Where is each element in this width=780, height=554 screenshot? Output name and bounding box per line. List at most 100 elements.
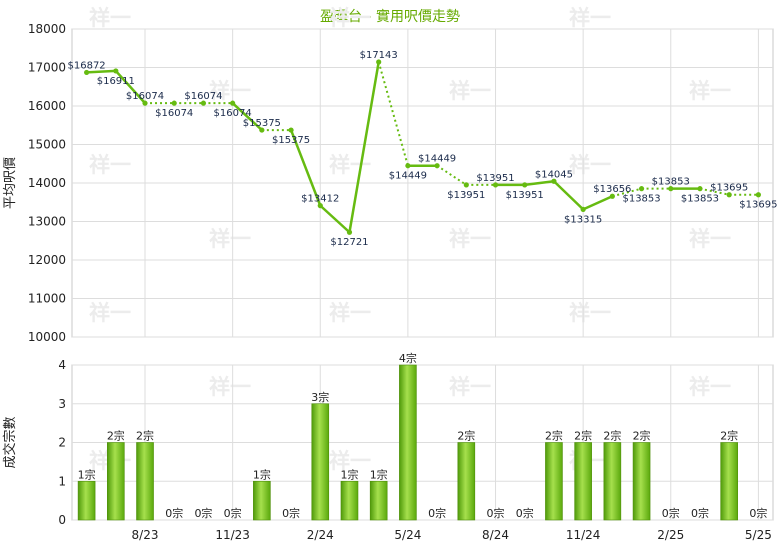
- line-data-label: $13853: [652, 177, 690, 188]
- watermark-text: 祥一: [209, 375, 251, 399]
- line-y-tick-label: 10000: [28, 330, 66, 344]
- bar: [369, 480, 388, 521]
- line-segment: [582, 195, 613, 211]
- line-point: [522, 182, 528, 188]
- bar-data-label: 2宗: [720, 429, 738, 443]
- watermark-text: 祥一: [329, 301, 371, 325]
- bar: [720, 442, 738, 521]
- line-point: [405, 163, 411, 169]
- line-data-label: $16074: [184, 91, 222, 102]
- bar: [632, 442, 651, 521]
- line-point: [609, 193, 615, 199]
- line-y-tick-label: 11000: [28, 292, 66, 306]
- bar-data-label: 2宗: [457, 429, 475, 443]
- chart-title: 盈暉台 - 實用呎價走勢: [320, 8, 460, 25]
- x-tick-label: 8/23: [132, 528, 159, 542]
- line-point: [200, 100, 207, 106]
- line-y-tick-label: 17000: [28, 61, 66, 75]
- bar-y-tick-label: 1: [58, 474, 66, 488]
- line-point: [84, 69, 90, 76]
- line-data-label: $13853: [681, 194, 719, 205]
- line-data-label: $16074: [214, 108, 252, 119]
- line-point: [113, 68, 119, 74]
- line-data-label: $16074: [155, 108, 193, 119]
- line-segment: [553, 180, 585, 211]
- watermark-text: 祥一: [329, 449, 371, 473]
- watermark-text: 祥一: [209, 227, 251, 251]
- watermark-text: 祥一: [689, 79, 731, 103]
- line-data-label: $14449: [418, 154, 456, 165]
- line-data-label: $17143: [360, 50, 398, 61]
- bar: [545, 442, 563, 521]
- bar-data-label: 0宗: [165, 506, 183, 520]
- line-y-tick-label: 12000: [28, 253, 66, 267]
- bar-data-label: 0宗: [428, 506, 446, 520]
- line-point: [638, 186, 645, 192]
- line-segment: [348, 61, 380, 233]
- bar: [136, 442, 154, 521]
- bar-data-label: 3宗: [311, 390, 329, 404]
- bar-data-label: 1宗: [253, 467, 271, 481]
- bar-data-label: 2宗: [136, 429, 154, 443]
- line-point: [346, 229, 353, 235]
- bar-data-label: 4宗: [399, 351, 417, 365]
- x-tick-label: 11/24: [566, 528, 601, 542]
- line-segment: [377, 61, 409, 166]
- watermark-text: 祥一: [569, 6, 611, 30]
- line-point: [492, 182, 499, 188]
- watermark-text: 祥一: [689, 375, 731, 399]
- watermark-text: 祥一: [89, 153, 131, 177]
- bar-data-label: 2宗: [107, 429, 125, 443]
- bar-data-label: 0宗: [282, 506, 300, 520]
- line-point: [434, 163, 440, 169]
- bar-data-label: 2宗: [633, 429, 651, 443]
- bar: [311, 403, 330, 521]
- bar-y-axis-label: 成交宗數: [2, 416, 18, 468]
- line-data-label: $13951: [506, 190, 544, 201]
- bar-data-label: 1宗: [78, 467, 96, 481]
- line-point: [259, 127, 265, 133]
- bar: [340, 480, 359, 521]
- bar-data-label: 2宗: [603, 429, 621, 443]
- bar: [107, 442, 125, 521]
- x-tick-label: 2/25: [657, 528, 684, 542]
- line-point: [142, 100, 148, 106]
- line-data-label: $13695: [710, 183, 748, 194]
- line-point: [755, 192, 761, 198]
- line-data-label: $13695: [739, 200, 777, 211]
- bar-data-label: 0宗: [662, 506, 680, 520]
- line-y-tick-label: 14000: [28, 176, 66, 190]
- line-point: [317, 203, 323, 209]
- watermark-text: 祥一: [89, 301, 131, 325]
- line-point: [463, 182, 469, 188]
- line-segment: [612, 187, 642, 198]
- line-data-label: $16872: [68, 60, 106, 71]
- bar: [77, 480, 96, 521]
- line-data-label: $16074: [126, 91, 164, 102]
- bar: [253, 480, 271, 521]
- bar-data-label: 1宗: [340, 467, 358, 481]
- line-y-tick-label: 13000: [28, 215, 66, 229]
- bar-data-label: 0宗: [224, 506, 242, 520]
- bar-y-tick-label: 0: [58, 513, 66, 527]
- x-tick-label: 5/24: [394, 528, 421, 542]
- line-point: [580, 206, 586, 212]
- line-point: [376, 59, 382, 65]
- line-segment: [114, 70, 146, 104]
- bar: [399, 364, 417, 521]
- watermark-text: 祥一: [329, 153, 371, 177]
- line-segment: [289, 129, 322, 207]
- line-data-label: $15375: [243, 118, 281, 129]
- x-tick-label: 11/23: [215, 528, 250, 542]
- line-point: [288, 127, 294, 133]
- line-data-label: $12721: [330, 237, 368, 248]
- line-y-tick-label: 15000: [28, 138, 66, 152]
- x-tick-label: 2/24: [307, 528, 334, 542]
- watermark-text: 祥一: [569, 153, 611, 177]
- watermark-text: 祥一: [209, 79, 251, 103]
- line-segment: [231, 102, 263, 131]
- bar: [457, 442, 476, 521]
- bar-y-tick-label: 4: [58, 358, 66, 372]
- line-data-label: $13656: [593, 184, 631, 195]
